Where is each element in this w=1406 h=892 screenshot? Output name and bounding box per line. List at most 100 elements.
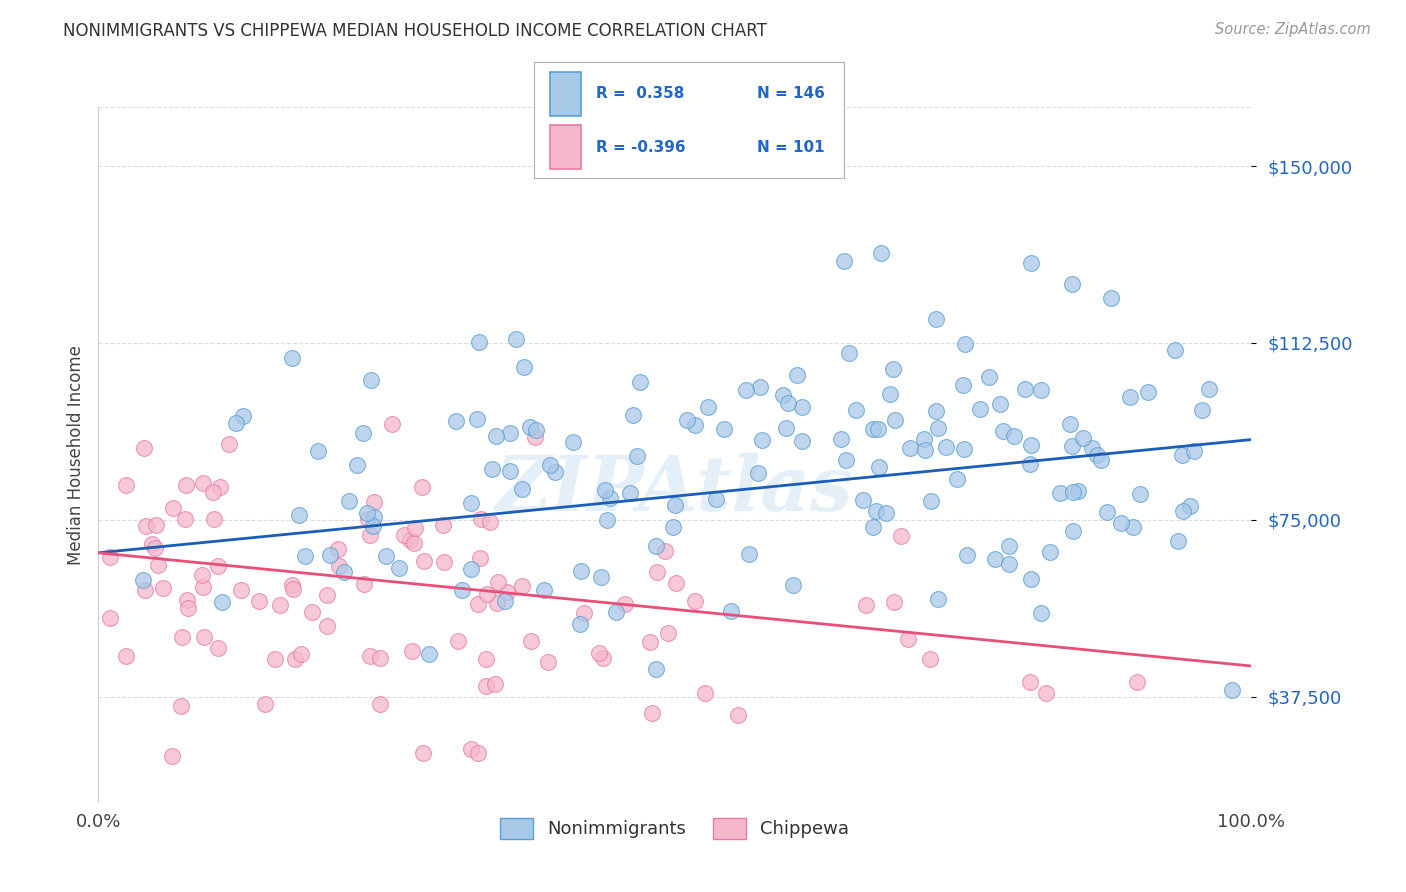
Point: [845, 403, 868, 417]
Point: [977, 370, 1000, 384]
Point: [412, 746, 434, 760]
Point: [956, 548, 979, 562]
FancyBboxPatch shape: [550, 125, 581, 169]
Point: [388, 560, 411, 574]
Point: [605, 606, 627, 620]
Point: [401, 644, 423, 658]
Point: [316, 619, 339, 633]
Point: [356, 506, 378, 520]
Point: [467, 335, 489, 350]
Point: [1062, 485, 1084, 500]
Point: [1095, 505, 1118, 519]
Point: [834, 254, 856, 268]
Point: [1191, 403, 1213, 417]
Point: [170, 630, 193, 644]
Point: [368, 651, 391, 665]
Point: [433, 555, 456, 569]
Point: [460, 562, 482, 576]
Point: [460, 496, 482, 510]
Point: [898, 441, 921, 455]
Point: [953, 442, 976, 457]
Point: [1167, 533, 1189, 548]
Point: [927, 592, 949, 607]
Point: [1071, 431, 1094, 445]
Point: [830, 432, 852, 446]
Point: [883, 594, 905, 608]
Point: [173, 512, 195, 526]
Point: [115, 648, 138, 663]
Point: [160, 748, 183, 763]
Point: [524, 430, 547, 444]
Point: [468, 550, 491, 565]
Point: [211, 595, 233, 609]
Point: [143, 541, 166, 556]
Point: [569, 564, 592, 578]
Point: [1062, 524, 1084, 538]
Point: [1171, 503, 1194, 517]
Point: [952, 377, 974, 392]
Point: [720, 604, 742, 618]
Point: [645, 661, 668, 675]
Point: [868, 459, 890, 474]
Point: [626, 449, 648, 463]
Point: [352, 426, 374, 441]
Point: [1014, 382, 1036, 396]
Point: [869, 246, 891, 260]
Point: [1182, 444, 1205, 458]
Text: ZIPAtlas: ZIPAtlas: [496, 453, 853, 526]
Point: [131, 574, 153, 588]
Point: [592, 651, 614, 665]
Point: [1128, 487, 1150, 501]
Point: [1080, 441, 1102, 455]
Point: [135, 519, 157, 533]
Point: [1066, 483, 1088, 498]
Point: [475, 587, 498, 601]
Point: [641, 706, 664, 721]
Point: [494, 593, 516, 607]
Point: [593, 483, 616, 498]
Point: [432, 518, 454, 533]
Point: [316, 588, 339, 602]
Point: [751, 434, 773, 448]
Text: NONIMMIGRANTS VS CHIPPEWA MEDIAN HOUSEHOLD INCOME CORRELATION CHART: NONIMMIGRANTS VS CHIPPEWA MEDIAN HOUSEHO…: [63, 22, 768, 40]
Point: [399, 533, 422, 547]
Point: [307, 443, 329, 458]
Point: [357, 512, 380, 526]
Point: [969, 401, 991, 416]
Point: [772, 388, 794, 402]
Point: [177, 600, 200, 615]
Point: [225, 416, 247, 430]
Point: [683, 418, 706, 433]
Point: [925, 404, 948, 418]
Point: [269, 599, 291, 613]
Point: [363, 510, 385, 524]
Point: [749, 380, 772, 394]
Point: [619, 486, 641, 500]
Point: [447, 634, 470, 648]
Point: [1109, 516, 1132, 530]
Point: [1164, 343, 1187, 357]
Point: [883, 413, 905, 427]
Point: [148, 558, 170, 572]
Point: [1060, 277, 1083, 291]
Point: [524, 423, 547, 437]
Point: [790, 434, 813, 448]
Point: [561, 434, 583, 449]
Point: [1198, 382, 1220, 396]
Point: [337, 493, 360, 508]
Point: [363, 494, 385, 508]
Point: [519, 420, 541, 434]
Point: [1049, 486, 1071, 500]
Point: [353, 577, 375, 591]
Point: [484, 677, 506, 691]
Point: [945, 472, 967, 486]
Point: [290, 647, 312, 661]
Point: [654, 544, 676, 558]
Point: [852, 493, 875, 508]
Point: [191, 475, 214, 490]
Point: [1090, 453, 1112, 467]
Point: [664, 498, 686, 512]
Point: [868, 422, 890, 436]
Point: [1220, 682, 1243, 697]
Point: [404, 520, 426, 534]
